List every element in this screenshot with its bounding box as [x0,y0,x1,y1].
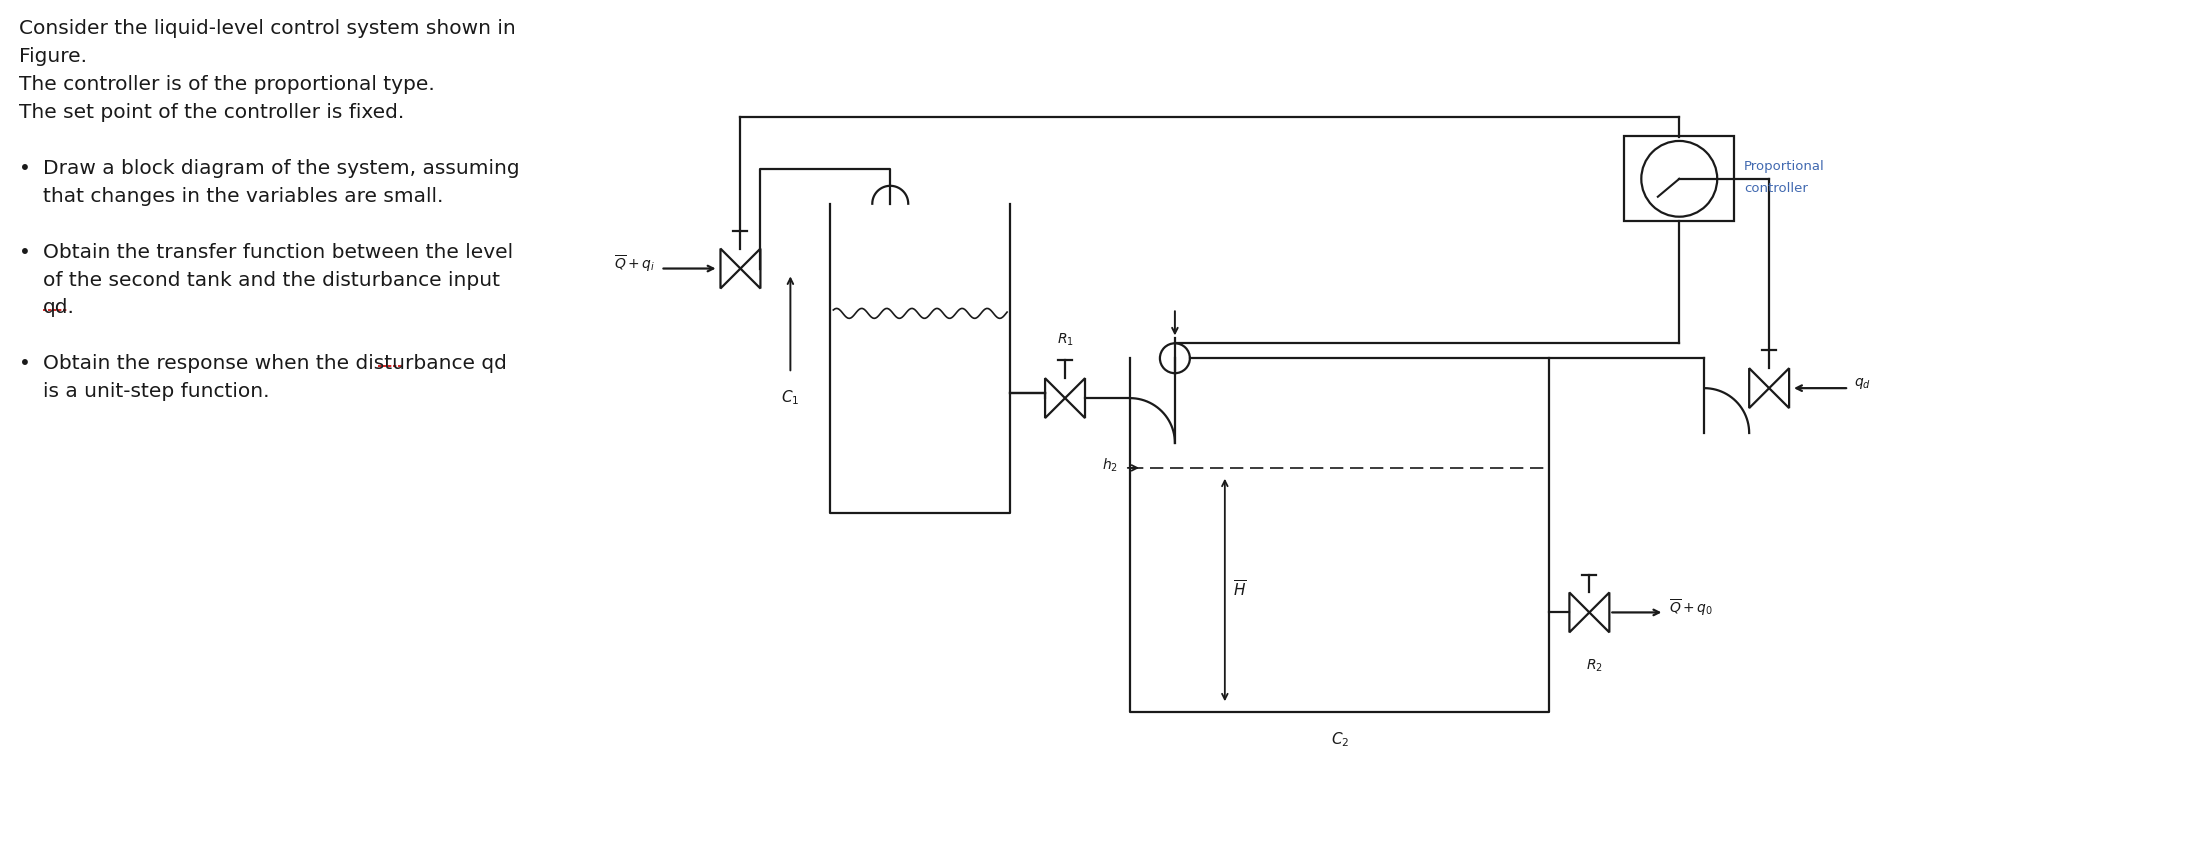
Text: is a unit-step function.: is a unit-step function. [44,382,270,401]
Text: •: • [20,354,31,373]
Text: Consider the liquid-level control system shown in: Consider the liquid-level control system… [20,19,515,38]
Text: Figure.: Figure. [20,47,88,66]
Text: $R_1$: $R_1$ [1057,332,1074,348]
Text: of the second tank and the disturbance input: of the second tank and the disturbance i… [44,271,500,290]
Text: controller: controller [1745,182,1808,195]
Text: $h_2$: $h_2$ [1103,457,1118,474]
Text: The controller is of the proportional type.: The controller is of the proportional ty… [20,76,436,94]
Circle shape [1642,141,1716,217]
Circle shape [1160,343,1190,373]
Text: $q_d$: $q_d$ [1854,376,1872,391]
Text: $R_2$: $R_2$ [1587,657,1602,674]
Text: $C_2$: $C_2$ [1331,730,1348,749]
Text: $C_1$: $C_1$ [780,388,800,407]
Text: Obtain the response when the disturbance qd: Obtain the response when the disturbance… [44,354,506,373]
Text: $\overline{H}$: $\overline{H}$ [1232,580,1247,600]
Text: •: • [20,243,31,261]
Text: Draw a block diagram of the system, assuming: Draw a block diagram of the system, assu… [44,159,520,178]
Bar [1624,136,1734,220]
Text: •: • [20,159,31,178]
Text: The set point of the controller is fixed.: The set point of the controller is fixed… [20,103,406,122]
Text: qd.: qd. [44,299,75,318]
Text: that changes in the variables are small.: that changes in the variables are small. [44,187,443,206]
Text: Obtain the transfer function between the level: Obtain the transfer function between the… [44,243,513,261]
Text: $\overline{Q}+q_i$: $\overline{Q}+q_i$ [614,253,655,273]
Text: $\overline{Q}+q_0$: $\overline{Q}+q_0$ [1670,597,1714,618]
Text: Proportional: Proportional [1745,161,1826,174]
